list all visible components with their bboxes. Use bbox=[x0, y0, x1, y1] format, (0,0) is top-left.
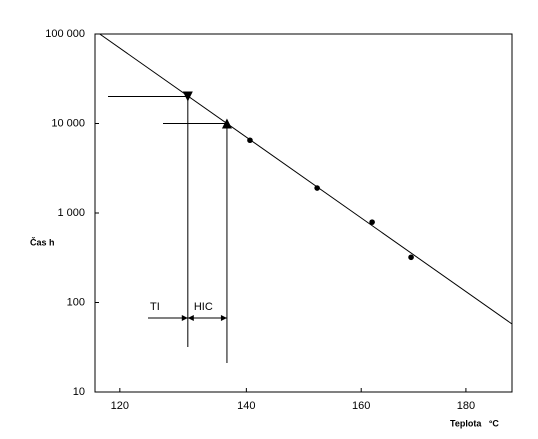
data-point bbox=[247, 137, 253, 144]
x-axis-label: Teplota °C bbox=[450, 418, 499, 428]
x-tick-label: 120 bbox=[111, 400, 129, 412]
annotation: HIC bbox=[194, 301, 213, 313]
arrow-head bbox=[181, 315, 188, 321]
y-tick-label: 1 000 bbox=[57, 207, 85, 219]
x-tick-label: 140 bbox=[237, 400, 255, 412]
marker-up bbox=[221, 118, 232, 129]
x-tick-label: 160 bbox=[352, 400, 370, 412]
annotation: TI bbox=[150, 301, 160, 313]
x-tick-label: 180 bbox=[457, 400, 475, 412]
data-point bbox=[369, 219, 375, 225]
plot-frame bbox=[94, 33, 513, 393]
data-point bbox=[408, 254, 414, 261]
arrow-head bbox=[187, 315, 194, 321]
y-tick-label: 100 000 bbox=[45, 28, 85, 40]
fit-line bbox=[99, 33, 513, 325]
y-tick-label: 10 bbox=[73, 386, 85, 398]
marker-down bbox=[182, 91, 193, 102]
y-tick-label: 100 bbox=[67, 296, 85, 308]
data-point bbox=[314, 185, 320, 191]
y-axis-label: Čas h bbox=[30, 236, 55, 247]
arrow-head bbox=[220, 315, 227, 321]
y-tick-label: 10 000 bbox=[51, 117, 85, 129]
